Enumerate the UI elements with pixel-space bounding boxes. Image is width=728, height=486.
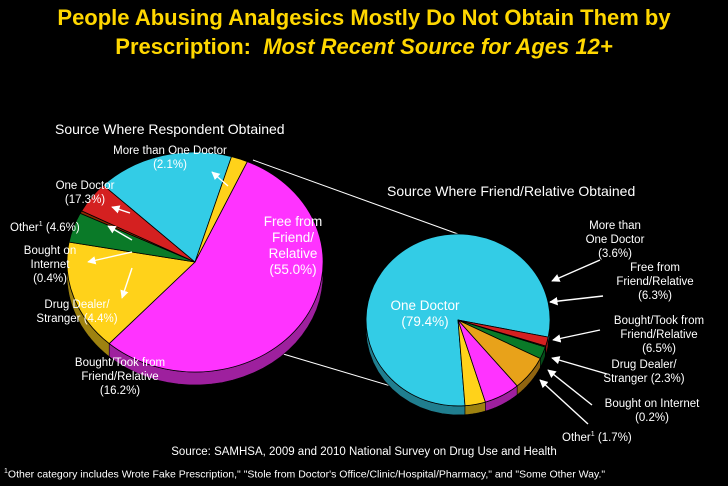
left-slice-bought-took-from-friend-relative [66,241,196,345]
label-right-free-from-friend: Free from Friend/Relative (6.3%) [616,262,694,302]
leader-left-dealer [120,267,133,299]
left-slice-one-doctor [102,151,233,263]
label-drug-dealer: Drug Dealer/Stranger (4.4%) [36,299,118,325]
footnote: 1Other category includes Wrote Fake Pres… [4,468,606,481]
label-more-than-one-doctor: More than One Doctor (2.1%) [113,145,227,171]
leader-arrows [87,171,608,425]
leader-right-dealer [551,356,608,375]
right-chart-title: Source Where Friend/Relative Obtained [387,183,636,199]
leader-left-more-doctor [211,171,229,187]
source-note: Source: SAMHSA, 2009 and 2010 National S… [171,446,557,458]
connector-line-top [252,159,459,235]
label-bought-on-internet: Bought on Internet (0.4%) [23,245,77,285]
leader-left-other [107,225,133,241]
left-chart-title: Source Where Respondent Obtained [55,121,285,137]
label-right-drug-dealer: Drug Dealer/Stranger (2.3%) [603,359,685,385]
label-one-doctor: One Doctor (17.3%) [55,180,115,206]
slide-title-line1: People Abusing Analgesics Mostly Do Not … [57,5,671,30]
label-right-bought-on-internet: Bought on Internet (0.2%) [604,398,700,424]
label-bought-took: Bought/Took from Friend/Relative (16.2%) [74,357,166,397]
label-free-from-friend: Free from Friend/Relative (55.0%) [263,214,323,277]
label-right-one-doctor: One Doctor (79.4%) [390,298,460,329]
slide-title-line2: Prescription: Most Recent Source for Age… [0,33,728,60]
left-pie-chart [66,151,324,386]
leader-right-free [549,295,604,306]
left-slice-free-from-friend-relative [108,161,324,373]
label-right-bought-took: Bought/Took from Friend/Relative (6.5%) [613,315,705,355]
leader-right-other [539,379,589,425]
left-slice-more-than-one-doctor [194,156,248,263]
label-right-other: Other1 (1.7%) [562,431,632,444]
right-slice-other [457,319,549,347]
label-other: Other1 (4.6%) [10,221,80,234]
leader-right-bought [552,329,601,343]
title-prescription: Prescription: [115,34,251,59]
right-pie-chart [365,233,551,416]
leader-right-more [551,259,601,282]
title-emphasis: Most Recent Source for Ages 12+ [263,34,613,59]
leader-right-internet [547,369,593,406]
leader-left-internet [87,251,133,265]
label-right-more-than-one-doctor: More than One Doctor (3.6%) [585,220,645,260]
leader-left-one-doctor [111,205,131,214]
